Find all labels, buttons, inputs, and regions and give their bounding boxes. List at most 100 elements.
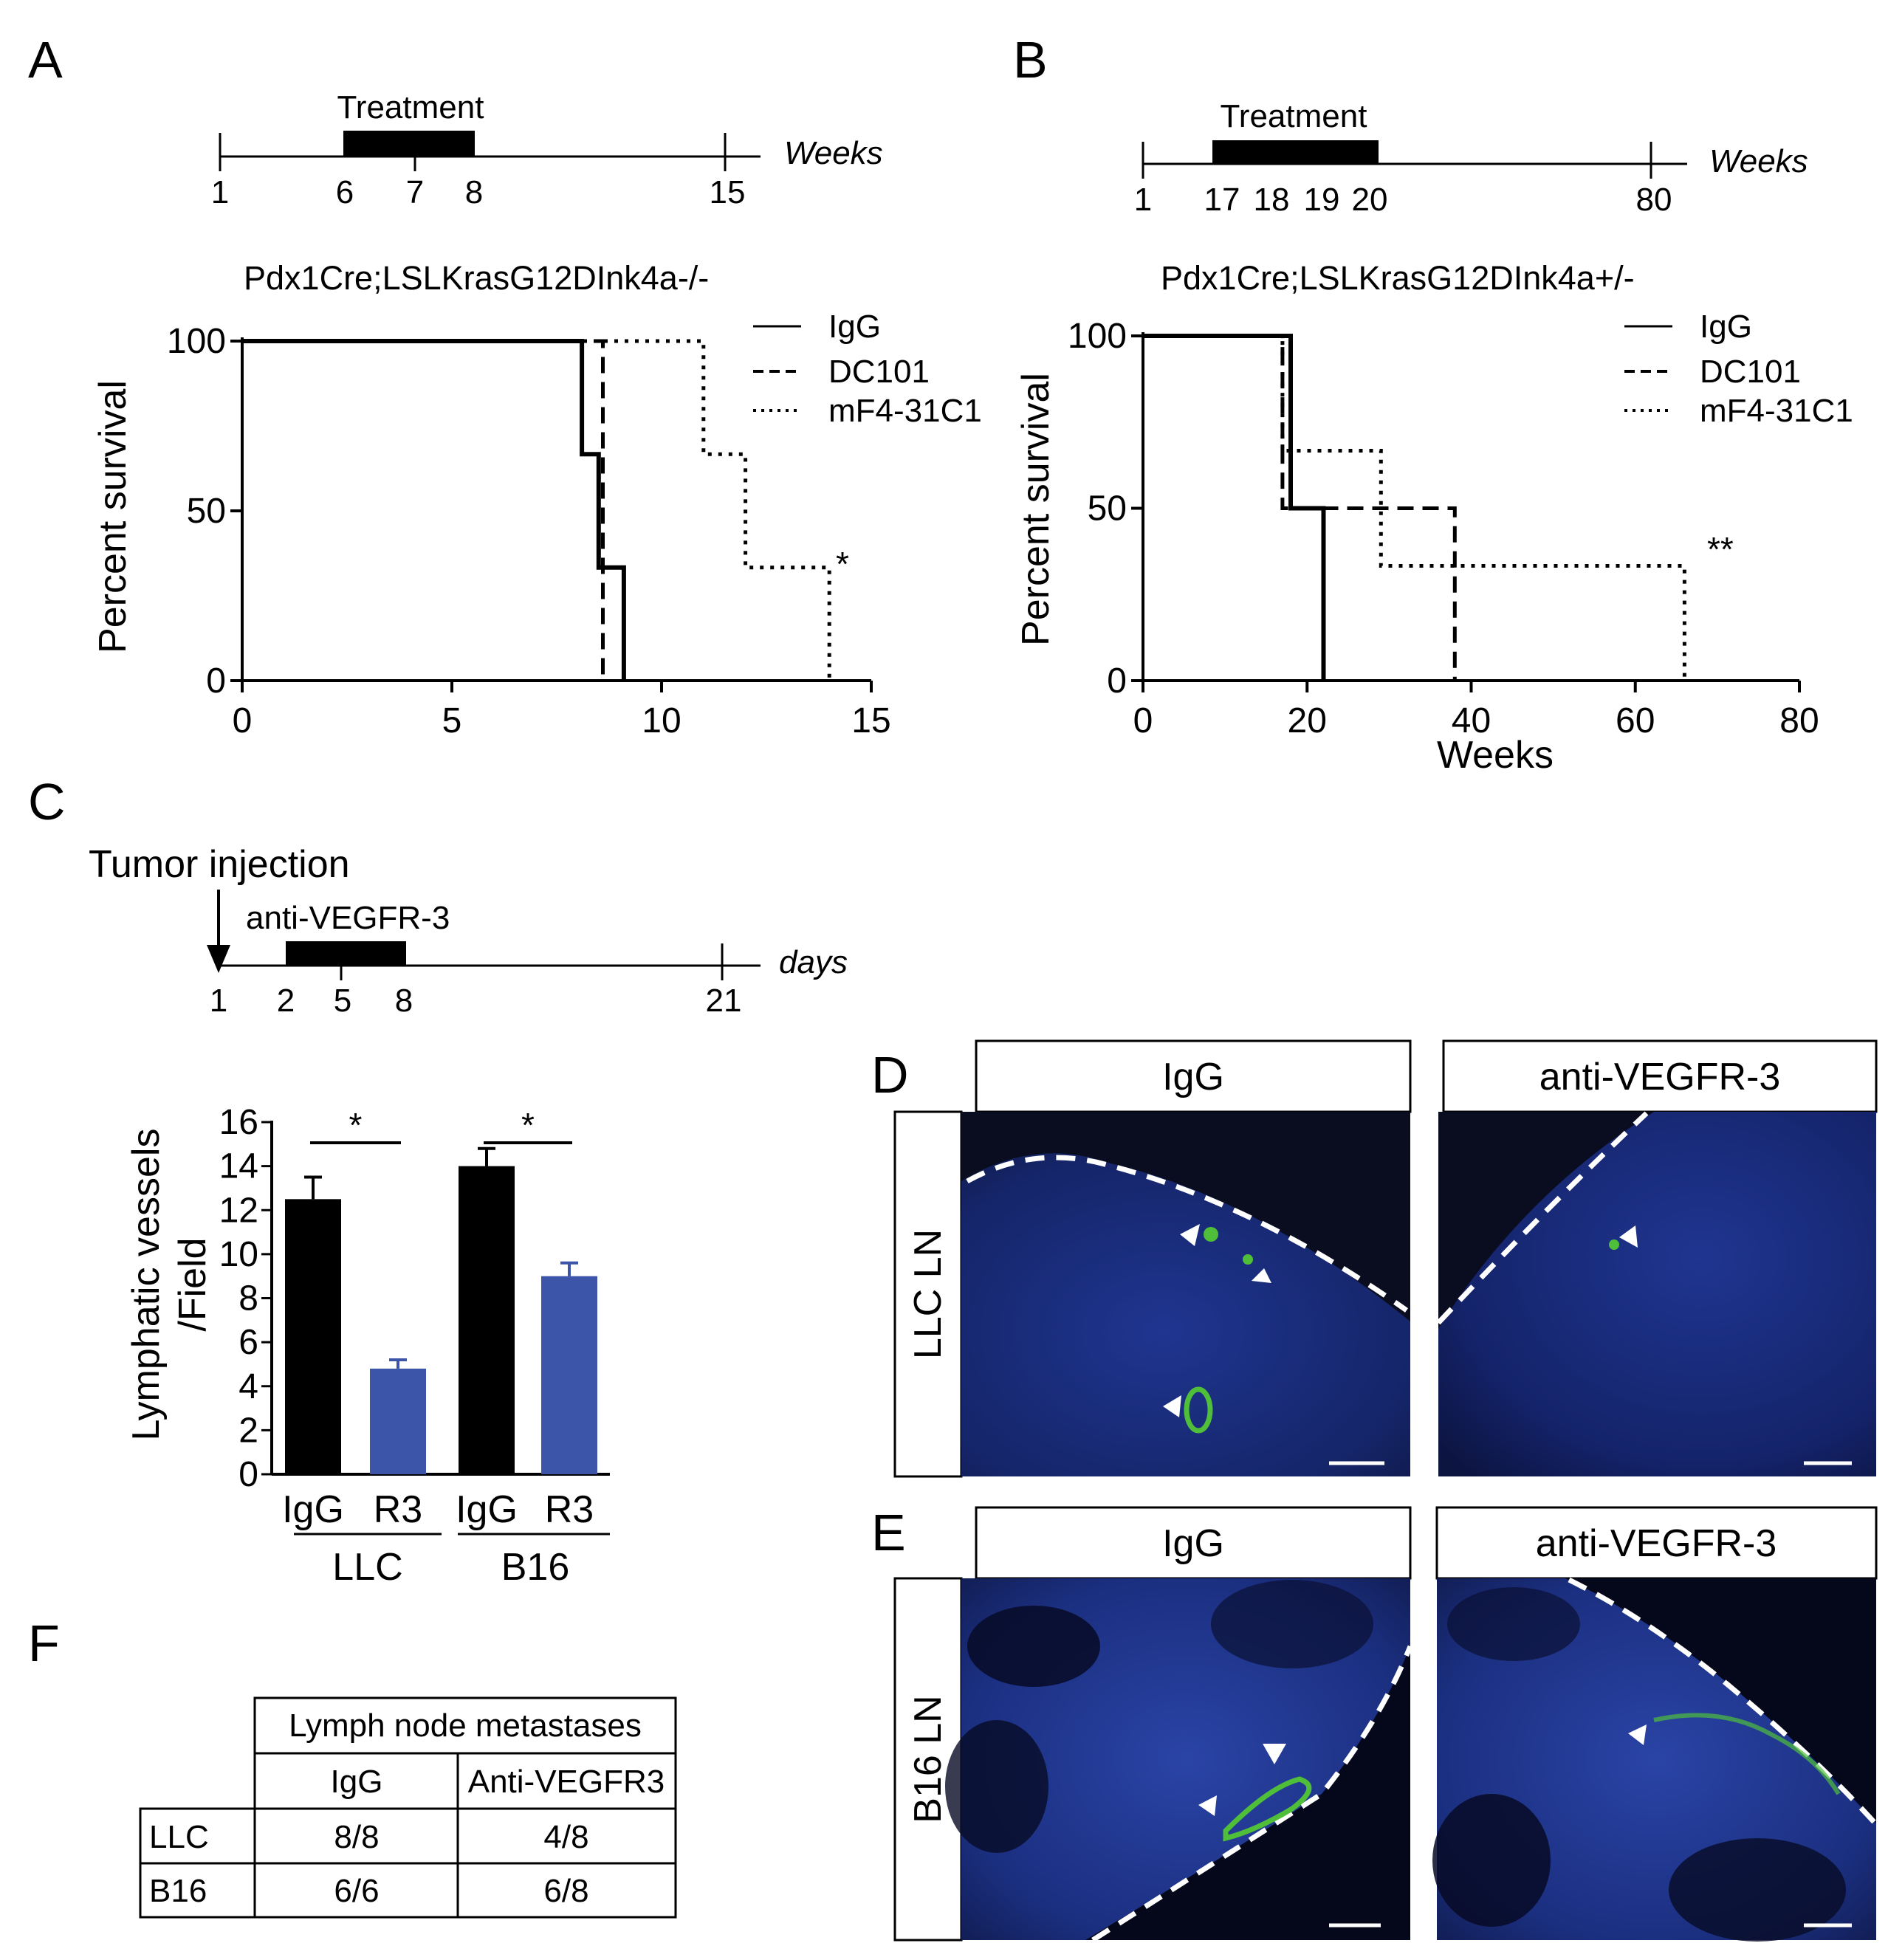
chart-c-bar: [459, 1166, 515, 1474]
timeline-b-treatment: Treatment: [1221, 98, 1367, 134]
table-f: Lymph node metastases IgG Anti-VEGFR3 LL…: [139, 1696, 677, 1919]
chart-a-title: Pdx1Cre;LSLKrasG12DInk4a-/-: [244, 259, 709, 297]
timeline-c: Tumor injection anti-VEGFR-3 days 1 2 5 …: [89, 843, 848, 1019]
chart-b-x-tick-label: 0: [1133, 701, 1153, 740]
chart-b-ylabel: Percent survival: [1015, 373, 1057, 646]
chart-c-significance-star: *: [521, 1106, 535, 1144]
chart-b-y-tick-label: 0: [1107, 661, 1127, 701]
chart-b-x-tick-label: 80: [1779, 701, 1819, 740]
header-e-anti-vegfr3: anti-VEGFR-3: [1536, 1522, 1777, 1565]
chart-a-legend-dc101: DC101: [828, 354, 930, 390]
chart-b-y-tick-label: 100: [1068, 317, 1127, 356]
timeline-a-tick: 7: [406, 174, 424, 210]
panel-label-b: B: [1013, 31, 1048, 89]
chart-c-y-tick-label: 14: [219, 1147, 258, 1186]
timeline-a-tick: 6: [336, 174, 354, 210]
timeline-b-tick: 19: [1304, 182, 1340, 218]
chart-c-y-tick-label: 6: [238, 1323, 258, 1362]
chart-c-y-tick-label: 16: [219, 1103, 258, 1142]
timeline-c-tick: 8: [395, 983, 413, 1019]
timeline-c-injection: Tumor injection: [89, 843, 350, 886]
chart-c-y-tick-label: 8: [238, 1279, 258, 1318]
chart-b-series-dc101: [1143, 334, 1457, 681]
chart-a-series-igg: [242, 339, 626, 681]
chart-c-y-tick-label: 10: [219, 1235, 258, 1274]
table-f-row-label: LLC: [149, 1819, 209, 1855]
chart-c-group-b16: B16: [501, 1546, 570, 1589]
chart-c-category-label: IgG: [282, 1488, 344, 1531]
chart-c-bar: [285, 1199, 341, 1474]
timeline-b: Treatment Weeks 1 17 18 19 20 80: [1134, 98, 1808, 218]
survival-chart-b: Pdx1Cre;LSLKrasG12DInk4a+/- Percent surv…: [1015, 259, 1853, 777]
chart-a-legend-mf4: mF4-31C1: [828, 393, 982, 429]
header-e-igg: IgG: [1162, 1522, 1224, 1565]
chart-b-series-igg: [1143, 334, 1326, 681]
chart-c-category-label: IgG: [456, 1488, 518, 1531]
timeline-b-tick: 20: [1352, 182, 1388, 218]
chart-b-x-tick-label: 20: [1288, 701, 1327, 740]
timeline-a-treatment: Treatment: [337, 89, 484, 125]
row-label-llc-ln: LLC LN: [907, 1229, 950, 1359]
micrograph-e-igg: [945, 1578, 1413, 1942]
timeline-c-tick: 21: [706, 983, 742, 1019]
chart-a-significance: *: [836, 545, 849, 583]
row-label-b16-ln: B16 LN: [907, 1695, 950, 1823]
chart-a-x-tick-label: 5: [442, 701, 462, 740]
micrograph-e-anti-vegfr3: [1432, 1577, 1876, 1942]
timeline-a-tick: 1: [211, 174, 229, 210]
timeline-a-tick: 8: [465, 174, 483, 210]
timeline-c-tick: 1: [210, 983, 227, 1019]
chart-a-ylabel: Percent survival: [92, 380, 134, 653]
chart-c-ylabel-line2: /Field: [171, 1237, 214, 1331]
table-f-cell: 6/6: [334, 1873, 379, 1909]
timeline-a-tick: 15: [710, 174, 746, 210]
chart-c-y-tick-label: 0: [238, 1455, 258, 1494]
chart-a-series-mf4-31c1: [242, 339, 831, 681]
chart-c-bar: [370, 1368, 426, 1474]
table-f-header: Lymph node metastases: [289, 1708, 642, 1744]
chart-a-y-tick-label: 50: [187, 492, 226, 531]
timeline-b-tick: 18: [1254, 182, 1290, 218]
chart-a-legend-igg: IgG: [828, 309, 881, 345]
chart-b-xlabel: Weeks: [1437, 734, 1554, 777]
chart-b-significance: **: [1707, 530, 1734, 568]
chart-c-bar: [541, 1276, 597, 1474]
chart-a-y-tick-label: 0: [206, 661, 226, 701]
bar-chart-c: Lymphatic vessels /Field LLC B16 0 2 4 6 8 10…: [125, 1103, 610, 1589]
table-f-col-anti: Anti-VEGFR3: [468, 1764, 665, 1800]
timeline-a: Treatment Weeks 1 6 7 8 15: [211, 89, 883, 210]
chart-c-significance-star: *: [349, 1106, 363, 1144]
chart-c-category-label: R3: [374, 1488, 422, 1531]
chart-c-ylabel-line1: Lymphatic vessels: [125, 1129, 168, 1441]
timeline-c-tick: 2: [277, 983, 295, 1019]
timeline-b-unit: Weeks: [1709, 143, 1808, 179]
table-f-col-igg: IgG: [331, 1764, 383, 1800]
chart-a-x-tick-label: 0: [233, 701, 253, 740]
table-f-cell: 6/8: [543, 1873, 588, 1909]
micrograph-d-anti-vegfr3: [1436, 1111, 1876, 1476]
chart-a-x-tick-label: 15: [851, 701, 890, 740]
timeline-c-treatment: anti-VEGFR-3: [246, 900, 450, 936]
micrograph-d-igg: [961, 1112, 1410, 1476]
chart-b-title: Pdx1Cre;LSLKrasG12DInk4a+/-: [1161, 259, 1635, 297]
header-d-anti-vegfr3: anti-VEGFR-3: [1539, 1056, 1781, 1098]
panel-label-d: D: [871, 1046, 909, 1104]
chart-b-x-tick-label: 60: [1616, 701, 1655, 740]
table-f-cell: 8/8: [334, 1819, 379, 1855]
chart-c-y-tick-label: 4: [238, 1367, 258, 1406]
timeline-c-unit: days: [779, 944, 848, 980]
chart-c-y-tick-label: 12: [219, 1191, 258, 1230]
panel-label-e: E: [871, 1504, 906, 1561]
chart-b-legend-igg: IgG: [1700, 309, 1752, 345]
header-d-igg: IgG: [1162, 1056, 1224, 1098]
chart-a-x-tick-label: 10: [642, 701, 681, 740]
table-f-row-label: B16: [149, 1873, 207, 1909]
micrograph-grid: IgG anti-VEGFR-3 IgG anti-VEGFR-3 LLC LN…: [893, 1039, 1878, 1942]
timeline-b-tick: 1: [1134, 182, 1152, 218]
chart-b-x-tick-label: 40: [1452, 701, 1491, 740]
panel-label-a: A: [28, 31, 63, 89]
chart-b-legend-mf4: mF4-31C1: [1700, 393, 1853, 429]
table-f-cell: 4/8: [543, 1819, 588, 1855]
timeline-c-tick: 5: [334, 983, 351, 1019]
